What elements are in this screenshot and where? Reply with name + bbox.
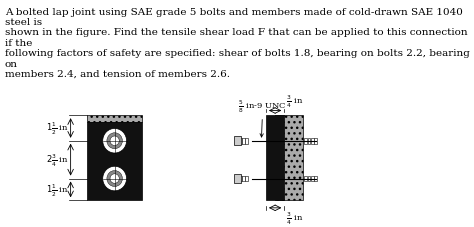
Bar [246, 138, 248, 144]
Bar [87, 122, 142, 200]
Bar [239, 138, 242, 144]
Bar [304, 138, 307, 144]
Bar [236, 138, 238, 144]
Text: $\frac{3}{4}$ in: $\frac{3}{4}$ in [286, 93, 303, 109]
Bar [242, 138, 245, 144]
Text: $\frac{3}{4}$ in: $\frac{3}{4}$ in [286, 210, 303, 226]
Bar [246, 176, 248, 182]
Bar [87, 116, 142, 122]
Text: $1\frac{1}{2}$ in: $1\frac{1}{2}$ in [46, 120, 69, 137]
Text: $2\frac{3}{4}$ in: $2\frac{3}{4}$ in [46, 152, 69, 168]
Circle shape [110, 136, 119, 146]
Bar [275, 116, 303, 200]
Circle shape [107, 133, 122, 149]
Circle shape [110, 174, 119, 183]
Circle shape [107, 171, 122, 187]
Bar [311, 138, 314, 144]
Bar [311, 176, 314, 182]
Bar [308, 176, 310, 182]
Circle shape [103, 129, 127, 153]
Bar [234, 174, 241, 183]
Bar [239, 176, 242, 182]
Bar [234, 136, 241, 146]
Text: $\frac{5}{8}$ in-9 UNC: $\frac{5}{8}$ in-9 UNC [238, 98, 287, 137]
Bar [266, 116, 284, 200]
Bar [308, 138, 310, 144]
Circle shape [103, 167, 127, 191]
Bar [236, 176, 238, 182]
Text: $1\frac{1}{2}$ in: $1\frac{1}{2}$ in [46, 181, 69, 198]
Bar [314, 138, 317, 144]
Bar [242, 176, 245, 182]
Text: A bolted lap joint using SAE grade 5 bolts and members made of cold-drawn SAE 10: A bolted lap joint using SAE grade 5 bol… [5, 7, 469, 79]
Bar [304, 176, 307, 182]
Bar [314, 176, 317, 182]
